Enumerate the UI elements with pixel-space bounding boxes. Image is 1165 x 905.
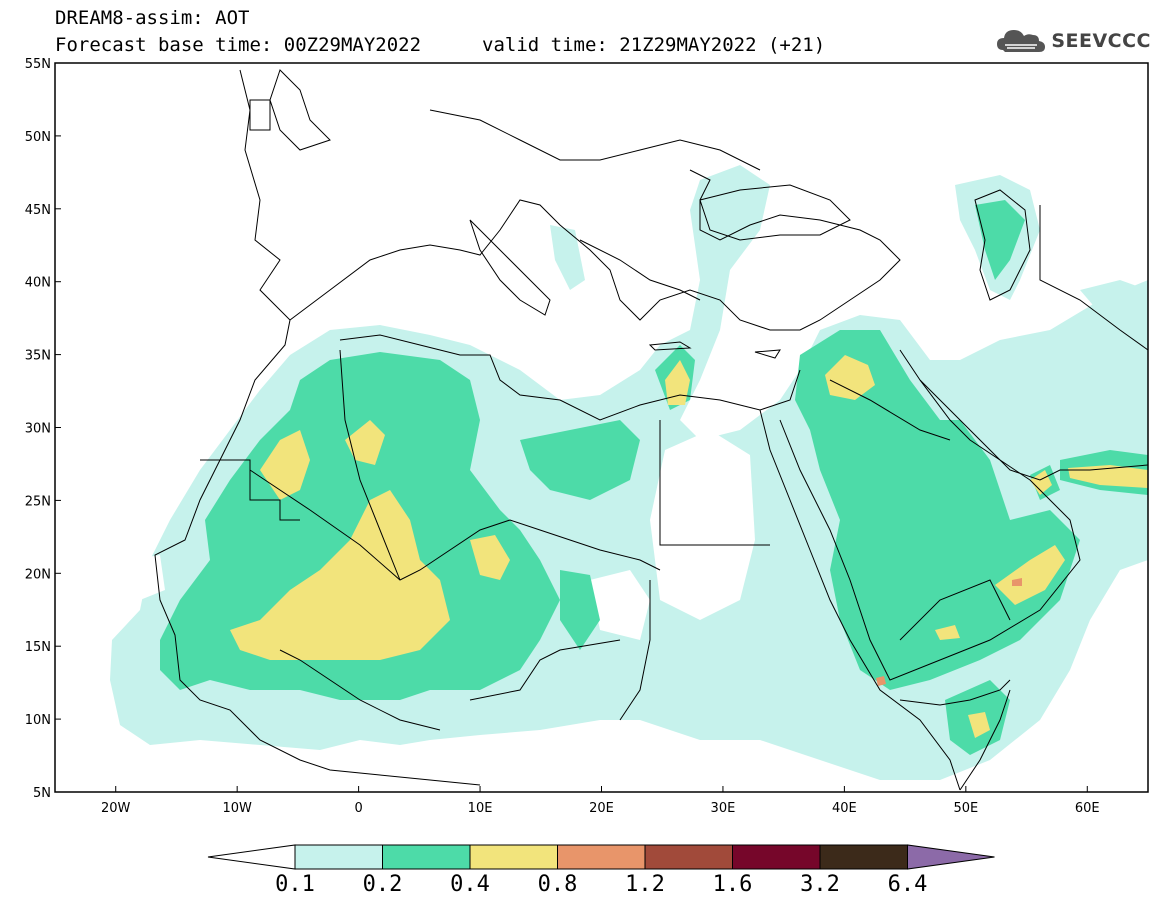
logo-text: SEEVCCC: [1051, 30, 1151, 52]
y-tick-label: 30N: [25, 422, 51, 437]
aot-hole-libya: [590, 570, 650, 640]
coast-gulf: [919, 379, 1148, 481]
y-tick-label: 10N: [25, 713, 51, 728]
chart-title: DREAM8-assim: AOT: [55, 7, 250, 29]
coast-arabia: [779, 349, 1081, 681]
y-tick-label: 20N: [25, 567, 51, 582]
aot-band-0.8-oman: [1012, 578, 1022, 586]
border-2: [249, 469, 661, 581]
x-tick-label: 30E: [711, 801, 736, 816]
coast-west-africa: [154, 69, 481, 786]
colorbar-segment: [819, 844, 908, 870]
coast-black-sea: [699, 184, 851, 241]
aot-band-0.2-central: [560, 570, 600, 650]
colorbar-label: 1.2: [625, 872, 665, 897]
border-7: [899, 579, 1011, 641]
colorbar-segment: [382, 844, 471, 870]
cloud-logo-icon: [997, 30, 1046, 52]
y-tick-label: 55N: [25, 57, 51, 72]
border-8: [279, 649, 441, 731]
y-axis-ticks: 55N 50N 45N 40N 35N 30N 25N 20N 15N 10N 5N: [25, 57, 61, 801]
x-tick-label: 10W: [222, 801, 252, 816]
coast-horn: [899, 679, 1011, 706]
colorbar: 0.1 0.2 0.4 0.8 1.2 1.6 3.2 6.4: [207, 844, 995, 897]
aot-band-0.4-somalia: [968, 712, 990, 738]
y-tick-label: 25N: [25, 494, 51, 509]
x-tick-label: 20W: [101, 801, 131, 816]
border-5: [619, 580, 651, 721]
colorbar-label: 0.8: [538, 872, 578, 897]
x-tick-label: 50E: [953, 801, 978, 816]
coast-cyprus: [754, 349, 781, 359]
colorbar-segment: [732, 844, 821, 870]
y-tick-label: 40N: [25, 276, 51, 291]
valid-time: valid time: 21Z29MAY2022 (+21): [482, 34, 826, 56]
coast-africa-east: [959, 689, 1011, 791]
aot-band-0.4-oman: [995, 545, 1065, 605]
colorbar-label: 3.2: [800, 872, 840, 897]
aot-field: [110, 165, 1148, 780]
colorbar-segment: [557, 844, 646, 870]
border-4: [339, 349, 401, 581]
y-tick-label: 15N: [25, 640, 51, 655]
colorbar-label: 1.6: [713, 872, 753, 897]
aot-band-0.8-yemen: [876, 676, 886, 686]
border-1: [200, 459, 300, 521]
coast-caspian: [974, 189, 1031, 301]
border-11: [1039, 205, 1148, 351]
border-3: [659, 420, 770, 546]
colorbar-label: 0.4: [450, 872, 490, 897]
x-tick-label: 40E: [832, 801, 857, 816]
aot-band-0.4-algeria2: [345, 420, 385, 465]
seevccc-logo: SEEVCCC: [995, 26, 1151, 56]
x-tick-label: 20E: [589, 801, 614, 816]
y-tick-label: 45N: [25, 203, 51, 218]
colorbar-segment: [644, 844, 733, 870]
colorbar-under-triangle: [207, 844, 296, 870]
forecast-base-time: Forecast base time: 00Z29MAY2022: [55, 34, 422, 56]
y-tick-label: 50N: [25, 130, 51, 145]
coast-balkans: [579, 239, 701, 301]
border-9: [469, 639, 621, 701]
x-axis-ticks: 20W 10W 0 10E 20E 30E 40E 50E 60E: [101, 786, 1100, 816]
colorbar-label: 0.2: [363, 872, 403, 897]
aot-band-0.4-libya: [665, 360, 690, 405]
coast-med-south: [339, 334, 801, 421]
x-tick-label: 0: [354, 801, 362, 816]
aot-band-0.4-yemen: [935, 625, 960, 640]
aot-band-0.4-iraq: [825, 355, 875, 400]
aot-band-0.4-algeria: [260, 430, 310, 500]
aot-hole-egypt: [650, 430, 755, 620]
aot-band-0.4-mali: [230, 490, 450, 660]
colorbar-over-triangle: [907, 844, 995, 870]
x-tick-label: 60E: [1075, 801, 1100, 816]
colorbar-segment: [294, 844, 383, 870]
coast-italy: [469, 219, 551, 316]
coast-med-north: [289, 169, 901, 331]
coast-ireland: [249, 99, 271, 131]
colorbar-segment: [469, 844, 558, 870]
aot-band-0.2-caspian: [975, 200, 1025, 280]
coast-crete: [648, 341, 692, 351]
aot-band-0.4-niger: [470, 535, 510, 580]
coastlines: [154, 69, 1148, 791]
y-tick-label: 35N: [25, 349, 51, 364]
border-10: [429, 109, 761, 171]
aot-band-0.4-iran: [1068, 465, 1148, 488]
aot-band-0.2-arabia: [795, 330, 1080, 690]
aot-band-0.2-libya: [520, 420, 640, 500]
aot-band-0.1-adriatic: [550, 225, 585, 290]
y-tick-label: 5N: [33, 786, 51, 801]
x-tick-label: 10E: [468, 801, 493, 816]
border-6: [829, 379, 951, 441]
coast-uk: [269, 69, 331, 151]
coast-red-sea: [759, 409, 961, 791]
colorbar-label: 0.1: [275, 872, 315, 897]
aot-band-0.1-east: [1080, 280, 1148, 330]
colorbar-label: 6.4: [888, 872, 928, 897]
